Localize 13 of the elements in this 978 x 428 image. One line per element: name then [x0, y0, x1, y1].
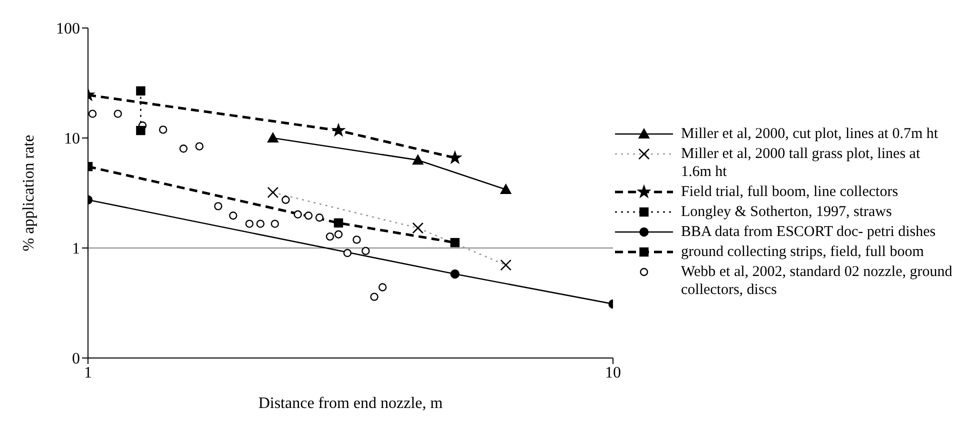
legend-label: Miller et al, 2000 tall grass plot, lines at 1.6m ht — [681, 145, 922, 181]
legend-label: Miller et al, 2000, cut plot, lines at 0.7m ht — [681, 125, 938, 143]
x-axis-title: Distance from end nozzle, m — [258, 395, 444, 412]
y-axis-title: % application rate — [20, 134, 38, 252]
legend-label: BBA data from ESCORT doc- petri dishes — [681, 223, 936, 241]
legend-label: Longley & Sotherton, 1997, straws — [681, 203, 892, 221]
y-tick-label: 1 — [72, 240, 80, 258]
legend-label: ground collecting strips, field, full boom — [681, 243, 924, 261]
y-tick-label: 0 — [72, 350, 80, 368]
y-tick-label: 10 — [64, 130, 80, 148]
y-tick-label: 100 — [56, 20, 80, 38]
legend-label: Webb et al, 2002, standard 02 nozzle, ground collectors, discs — [681, 263, 953, 299]
legend-label: Field trial, full boom, line collectors — [681, 183, 898, 201]
